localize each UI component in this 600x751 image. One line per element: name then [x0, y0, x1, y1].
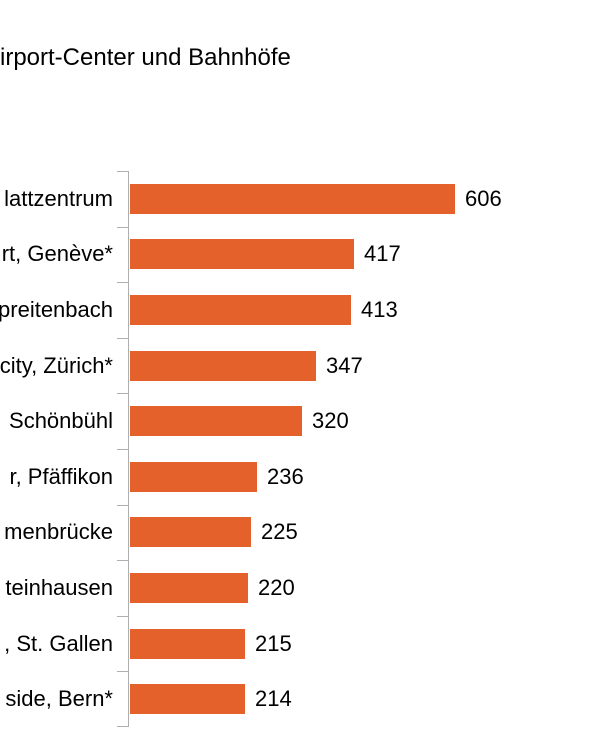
bar-row: city, Zürich* 347 — [0, 338, 600, 394]
category-label: city, Zürich* — [0, 352, 113, 378]
bar — [130, 628, 245, 659]
bar — [130, 350, 316, 381]
axis-tick — [117, 504, 128, 506]
category-label: side, Bern* — [5, 686, 113, 712]
category-label: preitenbach — [0, 296, 113, 322]
category-label: rt, Genève* — [1, 241, 113, 267]
category-label: , St. Gallen — [4, 630, 113, 656]
bar — [130, 517, 251, 548]
bar — [130, 406, 302, 437]
bar-row: menbrücke 225 — [0, 505, 600, 561]
bar-row: , St. Gallen 215 — [0, 616, 600, 672]
bar-chart: lattzentrum 606 rt, Genève* 417 preitenb… — [0, 171, 600, 727]
value-label: 606 — [465, 185, 502, 211]
bar-row: rt, Genève* 417 — [0, 227, 600, 283]
axis-tick — [117, 393, 128, 395]
bar-row: side, Bern* 214 — [0, 671, 600, 727]
bar-row: teinhausen 220 — [0, 560, 600, 616]
bar — [130, 183, 455, 214]
bar — [130, 684, 245, 715]
bar — [130, 572, 248, 603]
axis-tick — [117, 615, 128, 617]
bar-row: preitenbach 413 — [0, 282, 600, 338]
value-label: 220 — [258, 574, 295, 600]
bar — [130, 239, 354, 270]
axis-tick — [117, 282, 128, 284]
category-label: teinhausen — [5, 574, 113, 600]
axis-tick — [117, 671, 128, 673]
bar-row: lattzentrum 606 — [0, 171, 600, 227]
axis-tick — [117, 337, 128, 339]
category-label: Schönbühl — [9, 408, 113, 434]
bar — [130, 294, 351, 325]
bar-row: r, Pfäffikon 236 — [0, 449, 600, 505]
value-label: 417 — [364, 241, 401, 267]
y-axis-line — [128, 171, 129, 727]
value-label: 320 — [312, 408, 349, 434]
axis-tick — [117, 226, 128, 228]
category-label: r, Pfäffikon — [9, 463, 113, 489]
value-label: 347 — [326, 352, 363, 378]
axis-tick — [117, 449, 128, 450]
bar-rows: lattzentrum 606 rt, Genève* 417 preitenb… — [0, 171, 600, 727]
value-label: 214 — [255, 686, 292, 712]
chart-title: irport-Center und Bahnhöfe — [0, 44, 291, 71]
category-label: lattzentrum — [4, 185, 113, 211]
axis-tick — [117, 726, 128, 727]
category-label: menbrücke — [4, 519, 113, 545]
value-label: 215 — [255, 630, 292, 656]
value-label: 225 — [261, 519, 298, 545]
bar-row: Schönbühl 320 — [0, 393, 600, 449]
value-label: 236 — [267, 463, 304, 489]
axis-tick — [117, 560, 128, 562]
bar — [130, 461, 257, 492]
axis-tick — [117, 171, 128, 172]
value-label: 413 — [361, 296, 398, 322]
